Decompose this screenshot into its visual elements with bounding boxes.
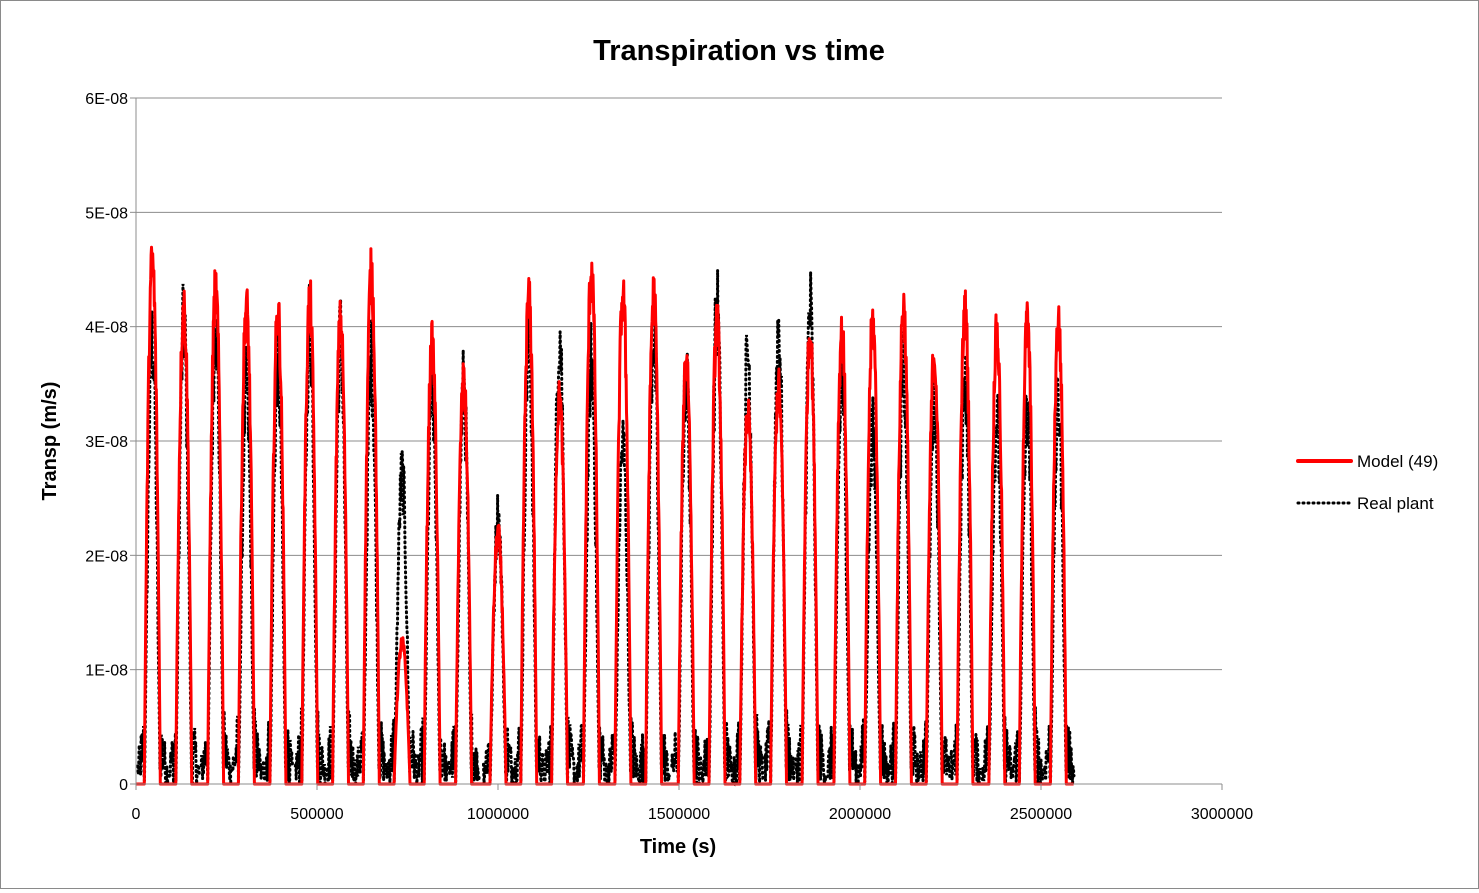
- real-plant-day-trace: [701, 269, 735, 785]
- real-plant-day-trace: [416, 358, 450, 784]
- real-plant-day-trace: [199, 319, 233, 784]
- real-plant-day-trace: [1011, 391, 1045, 784]
- legend-label: Real plant: [1357, 494, 1434, 513]
- real-plant-day-trace: [856, 396, 890, 785]
- real-plant-day-trace: [167, 283, 201, 784]
- real-plant-day-trace: [136, 311, 170, 785]
- x-tick-label: 500000: [290, 806, 343, 823]
- real-plant-day-trace: [261, 316, 295, 787]
- real-plant-day-trace: [543, 331, 577, 783]
- real-plant-day-trace: [606, 419, 640, 784]
- y-tick-label: 3E-08: [85, 434, 128, 451]
- real-plant-day-trace: [447, 350, 481, 790]
- real-plant-day-trace: [794, 271, 828, 784]
- series-layer: [136, 245, 1076, 790]
- real-plant-day-trace: [918, 360, 952, 782]
- y-tick-label: 4E-08: [85, 320, 128, 337]
- legend-label: Model (49): [1357, 452, 1438, 471]
- x-tick-label: 3000000: [1191, 806, 1253, 823]
- x-tick-label: 1500000: [648, 806, 710, 823]
- y-tick-label: 0: [119, 777, 128, 794]
- real-plant-day-trace: [512, 300, 546, 788]
- y-tick-labels: 0 1E-08 2E-08 3E-08 4E-08 5E-08 6E-08: [85, 91, 128, 794]
- real-plant-day-trace: [949, 355, 983, 784]
- x-tick-label: 2000000: [829, 806, 891, 823]
- axes: [130, 97, 1223, 790]
- y-tick-label: 1E-08: [85, 663, 128, 680]
- real-plant-day-trace: [324, 299, 358, 784]
- model-series-line: [136, 245, 1074, 786]
- real-plant-day-trace: [386, 451, 420, 784]
- x-axis-title: Time (s): [640, 836, 716, 858]
- y-tick-label: 6E-08: [85, 91, 128, 108]
- x-tick-labels: 0 500000 1000000 1500000 2000000 2500000 30000…: [132, 806, 1254, 823]
- real-plant-day-trace: [355, 320, 389, 782]
- real-plant-day-trace: [1042, 372, 1076, 787]
- real-plant-day-trace: [670, 352, 704, 784]
- chart-title: Transpiration vs time: [593, 35, 885, 67]
- x-tick-label: 1000000: [467, 806, 529, 823]
- legend: Model (49) Real plant: [1296, 452, 1438, 513]
- y-tick-label: 2E-08: [85, 548, 128, 565]
- gridlines: [136, 97, 1222, 671]
- real-plant-day-trace: [980, 393, 1014, 783]
- y-axis-title: Transp (m/s): [39, 382, 61, 501]
- real-plant-day-trace: [825, 361, 859, 784]
- x-tick-label: 0: [132, 806, 141, 823]
- real-plant-day-trace: [230, 345, 264, 782]
- x-tick-label: 2500000: [1010, 806, 1072, 823]
- real-plant-day-trace: [637, 313, 671, 784]
- real-plant-day-trace: [293, 285, 327, 784]
- real-plant-day-trace: [762, 318, 796, 782]
- real-plant-day-trace: [731, 334, 765, 788]
- real-plant-day-trace: [575, 322, 609, 785]
- y-tick-label: 5E-08: [85, 205, 128, 222]
- real-plant-day-trace: [887, 331, 921, 784]
